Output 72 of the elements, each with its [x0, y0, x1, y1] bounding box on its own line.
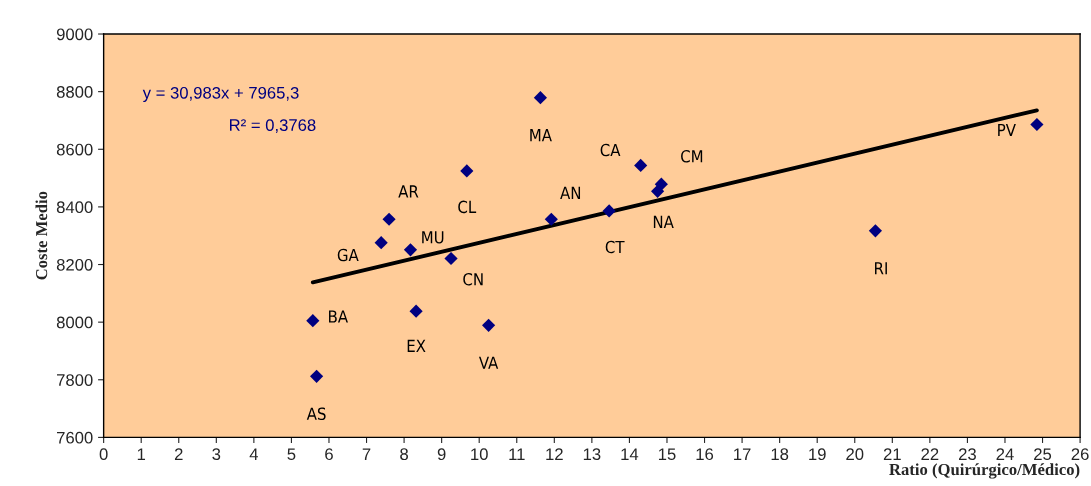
annotation: RI [875, 262, 887, 275]
x-tick-label: 13 [583, 448, 601, 461]
x-tick-label: 2 [174, 448, 183, 460]
annotation: EX [407, 339, 426, 352]
annotation: GA [337, 248, 359, 262]
x-tick-label: 16 [696, 448, 714, 461]
x-tick-label: 23 [958, 448, 976, 461]
annotation: MA [530, 129, 552, 142]
annotation: PV [998, 123, 1016, 137]
y-tick-label: 8800 [56, 86, 93, 98]
x-tick-label: 19 [809, 448, 826, 461]
point [634, 158, 648, 172]
annotation: CA [600, 143, 621, 157]
point [868, 224, 882, 238]
x-tick-label: 9 [437, 448, 446, 461]
point [403, 243, 418, 257]
x-tick-label: 7 [362, 448, 371, 460]
annotation: R² = 0,3768 [230, 119, 316, 133]
annotation: AS [306, 407, 326, 421]
y-tick-label: 8400 [56, 201, 93, 214]
y-axis-title: Coste Medio [35, 191, 48, 280]
x-tick-label: 18 [771, 448, 789, 461]
y-tick-label: 8600 [56, 143, 93, 156]
x-tick-label: 3 [212, 448, 221, 461]
x-tick-label: 25 [1034, 448, 1052, 461]
point [533, 91, 547, 105]
point [1030, 117, 1044, 132]
point [444, 251, 458, 266]
annotation: AN [560, 186, 581, 199]
y-tick-label: 8200 [56, 258, 93, 271]
annotation: CT [605, 240, 625, 254]
point [651, 184, 665, 198]
point [382, 212, 396, 226]
point [409, 304, 423, 318]
point [602, 204, 616, 218]
annotation: VA [478, 356, 499, 369]
point [310, 369, 324, 383]
annotation: BA [329, 310, 348, 323]
y-tick-label: 7600 [57, 431, 93, 444]
annotation: NA [653, 215, 674, 228]
x-tick-label: 8 [400, 448, 408, 461]
x-tick-label: 12 [546, 448, 563, 460]
x-tick-label: 1 [137, 448, 146, 460]
point [374, 236, 388, 250]
x-tick-label: 24 [996, 448, 1014, 460]
y-tick-label: 8000 [56, 316, 93, 329]
y-tick-label: 9000 [56, 28, 93, 41]
x-axis-title: Ratio (Quirúrgico/Médico) [889, 463, 1080, 479]
annotation: AR [398, 185, 419, 198]
x-tick-label: 0 [99, 448, 108, 461]
point [544, 212, 558, 226]
point [460, 164, 474, 178]
x-tick-label: 20 [846, 448, 864, 461]
x-tick-label: 6 [325, 448, 333, 461]
x-tick-label: 21 [883, 448, 901, 460]
x-tick-label: 11 [509, 448, 525, 460]
annotation: CL [458, 200, 477, 214]
annotation: MU [422, 231, 444, 244]
annotation: CN [463, 272, 483, 286]
x-tick-label: 14 [621, 448, 639, 460]
x-tick-label: 22 [921, 448, 939, 460]
annotation: CM [681, 149, 703, 163]
x-tick-label: 5 [287, 448, 296, 461]
x-tick-label: 17 [734, 448, 751, 460]
point [306, 314, 320, 328]
annotation: y = 30,983x + 7965,3 [142, 86, 299, 103]
x-tick-label: 26 [1071, 448, 1089, 461]
x-tick-label: 4 [249, 448, 259, 460]
x-tick-label: 15 [658, 448, 676, 461]
x-tick-label: 10 [471, 448, 488, 461]
point [482, 318, 496, 332]
y-tick-label: 7800 [57, 374, 93, 386]
